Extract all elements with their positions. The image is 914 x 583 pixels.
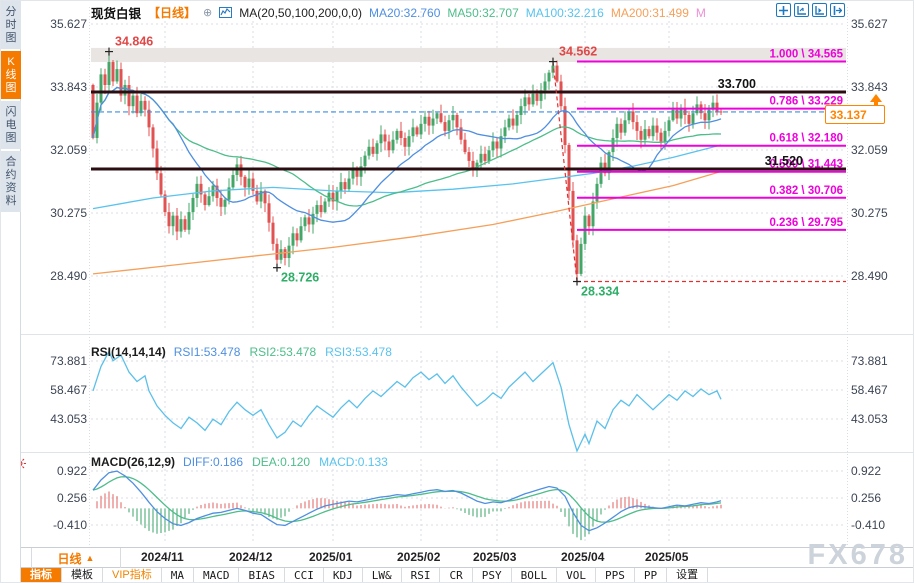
pan-crosshair-icon[interactable]	[776, 3, 791, 17]
svg-text:35.627: 35.627	[851, 17, 888, 31]
current-price-badge: 33.137	[825, 105, 885, 124]
indicator-value: DEA:0.120	[252, 455, 311, 469]
svg-text:28.334: 28.334	[581, 285, 619, 299]
toolbar-tab-KDJ[interactable]: KDJ	[324, 568, 363, 582]
sidebar-tab-闪电图[interactable]: 闪电图	[1, 101, 21, 149]
indicator-value: MACD:0.133	[319, 455, 388, 469]
svg-text:1.000 \ 34.565: 1.000 \ 34.565	[769, 49, 843, 61]
toolbar-tab-RSI[interactable]: RSI	[402, 568, 441, 582]
add-indicator-icon[interactable]: ⊕	[203, 7, 213, 19]
macd-pane-header: MACD(26,12,9) DIFF:0.186 DEA:0.120 MACD:0.1…	[91, 455, 406, 469]
month-label: 2025/02	[397, 550, 441, 564]
svg-text:73.881: 73.881	[851, 354, 888, 368]
ma-settings-label[interactable]: MA(20,50,100,200,0,0)	[239, 5, 362, 20]
svg-text:30.275: 30.275	[851, 206, 888, 220]
indicator-value: MA20:32.760	[369, 5, 441, 20]
toolbar-tab-LW&[interactable]: LW&	[363, 568, 402, 582]
chart-controls	[776, 3, 845, 17]
toolbar-tab-指标[interactable]: 指标	[21, 568, 62, 582]
toolbar-tab-PP[interactable]: PP	[635, 568, 668, 582]
toolbar-tab-PPS[interactable]: PPS	[596, 568, 635, 582]
svg-text:-0.410: -0.410	[53, 518, 87, 532]
month-label: 2025/04	[561, 550, 605, 564]
month-label: 2025/05	[645, 550, 689, 564]
svg-text:58.467: 58.467	[851, 383, 888, 397]
rsi-pane-header: RSI(14,14,14) RSI1:53.478 RSI2:53.478 RSI3:…	[91, 345, 410, 359]
indicator-value: M	[695, 5, 706, 20]
svg-text:0.618 \ 32.180: 0.618 \ 32.180	[769, 133, 843, 145]
svg-text:28.490: 28.490	[851, 269, 888, 283]
svg-text:73.881: 73.881	[50, 354, 87, 368]
indicator-value: MA200:31.499	[610, 5, 689, 20]
svg-text:0.236 \ 29.795: 0.236 \ 29.795	[769, 217, 843, 229]
svg-text:0.922: 0.922	[851, 464, 881, 478]
toolbar-tab-BOLL[interactable]: BOLL	[512, 568, 558, 582]
svg-text:58.467: 58.467	[50, 383, 87, 397]
toolbar-tab-模板[interactable]: 模板	[62, 568, 103, 582]
indicator-value: MA100:32.216	[525, 5, 604, 20]
svg-text:32.059: 32.059	[50, 143, 87, 157]
axis-play-icon[interactable]	[812, 3, 827, 17]
month-label: 2024/12	[229, 550, 273, 564]
svg-text:43.053: 43.053	[50, 412, 87, 426]
sidebar-tab-合约资料[interactable]: 合约资料	[1, 151, 21, 212]
svg-text:0.382 \ 30.706: 0.382 \ 30.706	[769, 185, 843, 197]
svg-text:35.627: 35.627	[50, 17, 87, 31]
toolbar-tab-VIP指标[interactable]: VIP指标	[103, 568, 162, 582]
svg-text:28.726: 28.726	[281, 271, 319, 285]
svg-text:0.786 \ 33.229: 0.786 \ 33.229	[769, 96, 843, 108]
period-selector-label: 日线	[57, 551, 82, 566]
svg-text:33.843: 33.843	[851, 80, 888, 94]
toolbar-tab-CR[interactable]: CR	[440, 568, 473, 582]
toolbar-tab-MACD[interactable]: MACD	[194, 568, 240, 582]
month-label: 2024/11	[141, 550, 184, 564]
svg-text:34.562: 34.562	[559, 45, 597, 59]
sidebar-tab-分时图[interactable]: 分时图	[1, 1, 21, 49]
macd-title[interactable]: MACD(26,12,9)	[91, 455, 176, 469]
indicator-value: RSI1:53.478	[173, 345, 241, 359]
svg-text:30.275: 30.275	[50, 206, 87, 220]
exit-right-icon[interactable]	[830, 3, 845, 17]
period-tag[interactable]: 【日线】	[148, 6, 197, 20]
svg-text:34.846: 34.846	[115, 35, 153, 49]
indicator-value: RSI3:53.478	[325, 345, 392, 359]
toolbar-tab-VOL[interactable]: VOL	[557, 568, 596, 582]
toolbar-tab-BIAS[interactable]: BIAS	[239, 568, 285, 582]
svg-text:-0.410: -0.410	[851, 518, 885, 532]
period-selector[interactable]: 日线 ▲	[31, 548, 121, 568]
svg-text:0.256: 0.256	[851, 491, 881, 505]
svg-text:28.490: 28.490	[50, 269, 87, 283]
date-axis-row: 日线 ▲ 2024/11 2024/12 2025/01 2025/02 2025/03…	[21, 547, 913, 568]
toolbar-tab-CCI[interactable]: CCI	[285, 568, 324, 582]
indicator-value: RSI2:53.478	[249, 345, 317, 359]
ma-values: MA20:32.760 MA50:32.707 MA100:32.216 MA200:…	[369, 6, 713, 20]
month-label: 2025/01	[309, 550, 353, 564]
chart-header: 现货白银 【日线】 ⊕ MA(20,50,100,200,0,0) MA20:3…	[21, 1, 913, 22]
price-up-arrow-icon	[870, 94, 882, 105]
svg-text:0.256: 0.256	[57, 491, 87, 505]
axis-zoom-icon[interactable]	[794, 3, 809, 17]
symbol-name: 现货白银	[91, 7, 142, 21]
indicator-toolbar: 指标 模板 VIP指标 MA MACD BIAS CCI KDJ LW& RSI CR PSY BOLL…	[21, 568, 913, 582]
svg-text:31.520: 31.520	[765, 154, 803, 168]
price-chart-canvas[interactable]: 35.627 35.627 33.843 33.843 32.059 32.059 30.2…	[21, 1, 914, 547]
indicator-value: DIFF:0.186	[183, 455, 244, 469]
month-label: 2025/03	[473, 550, 517, 564]
toolbar-tab-PSY[interactable]: PSY	[473, 568, 512, 582]
svg-text:0.922: 0.922	[57, 464, 87, 478]
mini-chart-icon[interactable]	[219, 7, 233, 18]
svg-text:33.700: 33.700	[718, 77, 756, 91]
toolbar-tab-MA[interactable]: MA	[162, 568, 194, 582]
indicator-value: MA50:32.707	[447, 5, 519, 20]
svg-text:43.053: 43.053	[851, 412, 888, 426]
toolbar-tab-设置[interactable]: 设置	[667, 568, 709, 582]
period-up-arrow-icon: ▲	[85, 553, 95, 563]
rsi-title[interactable]: RSI(14,14,14)	[91, 345, 166, 359]
svg-text:33.843: 33.843	[50, 80, 87, 94]
svg-text:32.059: 32.059	[851, 143, 888, 157]
